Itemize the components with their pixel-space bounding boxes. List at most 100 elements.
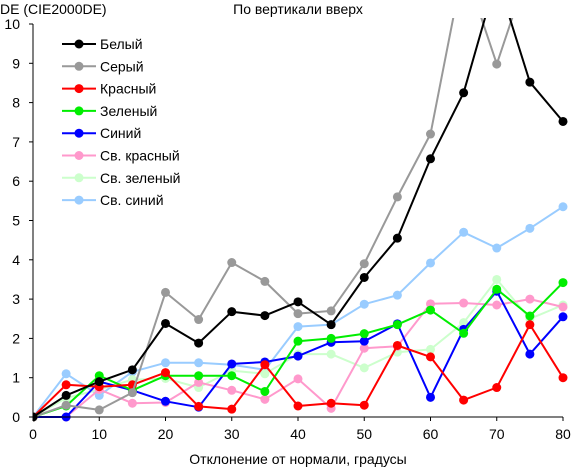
legend-label: Св. зеленый (100, 170, 180, 186)
x-tick-label: 60 (423, 426, 439, 442)
data-point (61, 390, 71, 400)
data-point (359, 363, 369, 373)
data-point (359, 336, 369, 346)
legend-item: Св. красный (62, 148, 180, 164)
data-point (558, 116, 568, 126)
data-point (227, 385, 237, 395)
y-tick-label: 4 (12, 252, 20, 268)
x-tick-label: 30 (224, 426, 240, 442)
data-point (260, 394, 270, 404)
legend-swatch-marker (74, 173, 84, 183)
data-point (359, 272, 369, 282)
data-point (392, 340, 402, 350)
data-point (459, 395, 469, 405)
x-tick-label: 50 (356, 426, 372, 442)
series-1 (33, 18, 568, 422)
y-tick-label: 10 (4, 16, 20, 32)
y-tick-label: 1 (12, 370, 20, 386)
data-point (558, 278, 568, 288)
x-tick-label: 20 (158, 426, 174, 442)
data-point (293, 297, 303, 307)
data-point (558, 373, 568, 383)
y-tick-label: 6 (12, 173, 20, 189)
data-point (525, 349, 535, 359)
data-point (359, 400, 369, 410)
data-point (359, 299, 369, 309)
data-point (94, 377, 104, 387)
data-point (525, 223, 535, 233)
data-point (94, 405, 104, 415)
data-point (525, 77, 535, 87)
data-point (127, 388, 137, 398)
data-point (161, 368, 170, 378)
y-tick-label: 7 (12, 134, 20, 150)
data-point (426, 258, 435, 268)
legend-item: Св. синий (62, 192, 164, 208)
legend-label: Красный (100, 81, 156, 97)
x-tick-label: 80 (555, 426, 571, 442)
data-point (392, 290, 402, 300)
legend-label: Белый (100, 36, 143, 52)
data-point (260, 276, 270, 286)
data-point (359, 329, 369, 339)
data-point (359, 343, 369, 353)
legend-label: Св. синий (100, 192, 164, 208)
legend-item: Св. зеленый (62, 170, 180, 186)
x-tick-label: 0 (29, 426, 37, 442)
data-point (326, 306, 336, 316)
data-point (426, 154, 435, 164)
data-point (426, 129, 435, 139)
data-point (293, 401, 303, 411)
data-point (227, 307, 237, 317)
legend-swatch-marker (74, 84, 84, 94)
x-tick-label: 10 (91, 426, 107, 442)
data-point (426, 299, 435, 309)
data-point (194, 358, 204, 368)
data-point (326, 398, 336, 408)
data-point (492, 243, 502, 253)
data-point (260, 311, 270, 321)
data-point (326, 333, 336, 343)
y-axis-title: DE (CIE2000DE) (0, 1, 107, 17)
legend-label: Серый (100, 58, 144, 74)
x-tick-label: 70 (489, 426, 505, 442)
series-7 (33, 274, 568, 422)
data-point (227, 371, 237, 381)
data-point (558, 302, 568, 312)
y-tick-label: 2 (12, 330, 20, 346)
data-point (492, 59, 502, 69)
data-point (127, 365, 137, 375)
legend-swatch-marker (74, 61, 84, 71)
data-point (293, 322, 303, 332)
legend-swatch-marker (74, 128, 84, 138)
data-point (161, 287, 170, 297)
legend-swatch-marker (74, 39, 84, 49)
legend-label: Синий (100, 125, 141, 141)
data-point (459, 88, 469, 98)
data-point (392, 320, 402, 330)
data-point (127, 398, 137, 408)
data-point (492, 274, 502, 284)
ticks: 0 10 20 30 40 50 60 70 80 0 1 2 3 4 5 6 7 8 9 10 (4, 16, 571, 442)
data-point (293, 351, 303, 361)
series-3 (33, 320, 568, 422)
data-point (293, 374, 303, 384)
data-point (293, 336, 303, 346)
data-point (194, 377, 204, 387)
legend-item: Синий (62, 125, 141, 141)
y-tick-label: 8 (12, 95, 20, 111)
data-point (326, 320, 336, 330)
x-tick-label: 40 (290, 426, 306, 442)
y-tick-label: 5 (12, 213, 20, 229)
data-point (459, 328, 469, 338)
legend-item: Красный (62, 81, 156, 97)
data-point (61, 400, 71, 410)
data-point (227, 359, 237, 369)
data-point (194, 371, 204, 381)
data-point (558, 312, 568, 322)
legend-label: Зеленый (100, 103, 157, 119)
data-point (426, 392, 435, 402)
data-point (492, 284, 502, 294)
legend-item: Белый (62, 36, 143, 52)
